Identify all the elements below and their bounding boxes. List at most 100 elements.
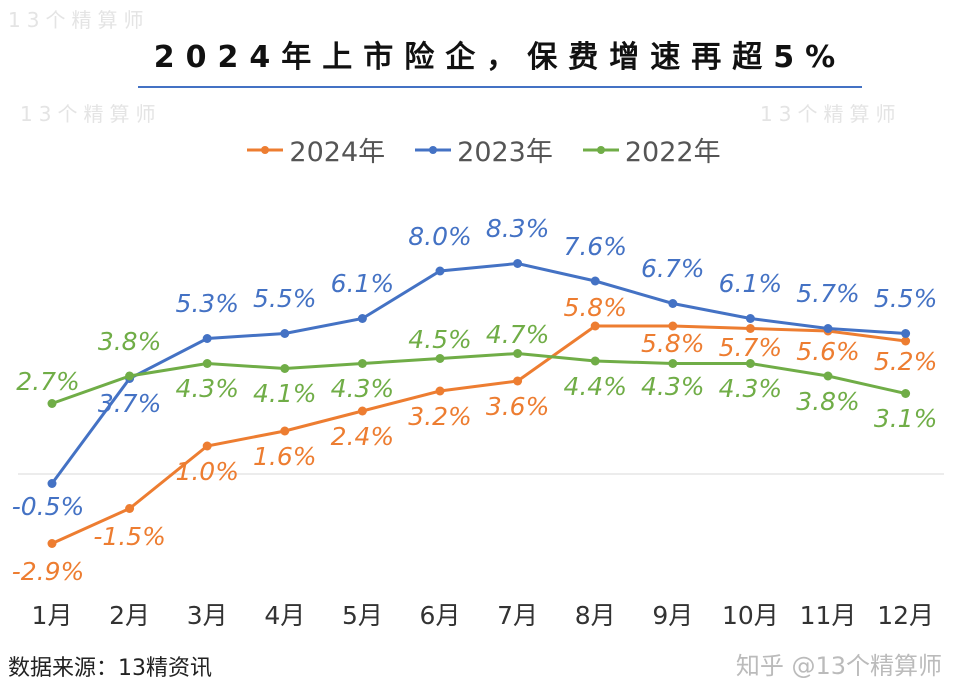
data-label: 5.5% xyxy=(253,284,317,313)
data-label: 4.4% xyxy=(563,372,627,401)
data-point xyxy=(823,324,833,333)
data-label: 8.0% xyxy=(408,222,472,251)
credit-watermark: 知乎 @13个精算师 xyxy=(735,652,942,680)
data-point xyxy=(435,354,445,363)
data-point xyxy=(280,329,290,338)
data-point xyxy=(901,389,911,398)
legend-marker xyxy=(582,145,619,154)
data-point xyxy=(590,356,600,366)
legend-item: 2022年 xyxy=(581,130,721,169)
legend-label: 2023年 xyxy=(457,137,553,168)
data-point xyxy=(47,539,57,548)
data-label: 7.6% xyxy=(563,232,627,261)
data-label: 5.6% xyxy=(796,337,860,366)
data-label: 6.1% xyxy=(331,269,395,298)
legend: 2024年 2023年 2022年 xyxy=(0,130,966,169)
data-label: 8.3% xyxy=(486,214,550,243)
data-point xyxy=(435,386,445,396)
data-label: 4.1% xyxy=(253,379,317,408)
x-tick-label: 8月 xyxy=(575,601,616,630)
data-point xyxy=(513,259,523,268)
x-tick-label: 12月 xyxy=(877,601,934,630)
data-point xyxy=(357,359,367,368)
data-point xyxy=(280,364,290,373)
data-label: 3.8% xyxy=(796,387,860,416)
title-underline xyxy=(138,86,862,88)
legend-item: 2024年 xyxy=(245,130,385,169)
data-point xyxy=(668,359,678,368)
watermark: 13个精算师 xyxy=(8,8,150,32)
data-label: 5.3% xyxy=(175,289,239,318)
data-point xyxy=(590,276,600,286)
legend-marker xyxy=(415,145,452,154)
data-point xyxy=(125,504,135,513)
legend-label: 2024年 xyxy=(289,137,386,168)
data-label: 4.7% xyxy=(486,320,550,349)
data-label: 5.5% xyxy=(874,284,938,313)
data-label: 3.8% xyxy=(98,327,162,356)
data-point xyxy=(745,324,755,333)
data-label: -0.5% xyxy=(12,492,85,521)
data-point xyxy=(513,349,523,358)
series-line xyxy=(51,324,906,545)
data-point xyxy=(901,329,911,338)
x-tick-label: 11月 xyxy=(800,601,857,630)
watermark: 13个精算师 xyxy=(760,102,902,126)
data-label: 4.3% xyxy=(175,374,239,403)
data-label: -1.5% xyxy=(93,522,166,551)
data-point xyxy=(668,299,678,308)
data-point xyxy=(202,334,212,343)
data-label: 2.7% xyxy=(16,367,80,396)
data-point xyxy=(901,336,911,346)
series-line xyxy=(50,261,906,485)
data-point xyxy=(125,371,135,381)
data-point xyxy=(357,314,367,323)
data-label: 6.1% xyxy=(719,269,783,298)
data-label: 4.3% xyxy=(719,374,783,403)
data-label: 3.1% xyxy=(874,404,938,433)
x-tick-label: 7月 xyxy=(497,601,538,630)
x-tick-label: 5月 xyxy=(342,601,383,630)
x-tick-label: 6月 xyxy=(420,601,461,630)
data-point xyxy=(745,359,755,368)
series-line xyxy=(51,351,906,405)
x-tick-label: 9月 xyxy=(652,601,693,630)
data-label: 5.8% xyxy=(563,293,627,322)
data-label: 5.8% xyxy=(641,329,705,358)
data-point xyxy=(513,376,523,386)
data-label: 3.2% xyxy=(408,402,472,431)
data-point xyxy=(668,321,678,331)
data-label: 5.7% xyxy=(796,279,860,308)
data-point xyxy=(745,314,755,323)
data-label: -2.9% xyxy=(12,557,85,586)
data-point xyxy=(202,441,212,451)
legend-marker xyxy=(247,145,284,154)
data-label: 5.2% xyxy=(874,347,938,376)
x-tick-label: 4月 xyxy=(264,601,305,630)
data-point xyxy=(823,371,833,381)
data-point xyxy=(47,479,57,488)
data-label: 4.3% xyxy=(331,374,395,403)
x-tick-label: 3月 xyxy=(187,601,228,630)
data-label: 6.7% xyxy=(641,254,705,283)
data-label: 1.0% xyxy=(175,457,239,486)
data-label: 3.7% xyxy=(98,389,162,418)
chart-title: 2024年上市险企，保费增速再超5% xyxy=(153,40,847,75)
x-tick-label: 10月 xyxy=(722,601,779,630)
data-point xyxy=(590,321,600,331)
data-source: 数据来源：13精资讯 xyxy=(8,656,212,681)
data-label: 4.5% xyxy=(408,325,472,354)
data-point xyxy=(280,426,290,436)
x-tick-label: 2月 xyxy=(109,601,150,630)
data-label: 4.3% xyxy=(641,372,705,401)
legend-item: 2023年 xyxy=(413,130,553,169)
data-label: 2.4% xyxy=(331,422,395,451)
x-tick-label: 1月 xyxy=(32,601,73,630)
data-label: 5.7% xyxy=(719,333,783,362)
data-point xyxy=(435,266,445,276)
data-point xyxy=(357,406,367,416)
data-point xyxy=(47,399,57,408)
data-label: 1.6% xyxy=(253,442,317,471)
